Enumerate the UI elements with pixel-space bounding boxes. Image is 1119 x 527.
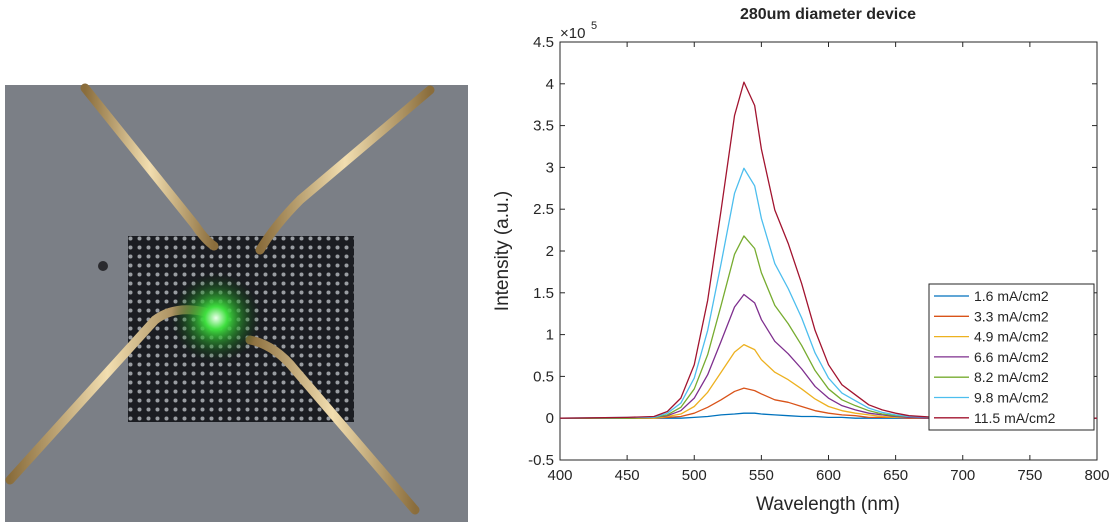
x-tick-label: 550 — [749, 467, 774, 484]
y-tick-label: 4.5 — [533, 34, 554, 51]
chart-title: 280um diameter device — [740, 6, 916, 23]
y-tick-label: -0.5 — [528, 452, 554, 469]
device-photo — [5, 83, 468, 522]
x-tick-label: 450 — [615, 467, 640, 484]
y-axis-label: Intensity (a.u.) — [492, 191, 513, 311]
x-tick-label: 750 — [1017, 467, 1042, 484]
legend-label: 4.9 mA/cm2 — [974, 329, 1049, 345]
y-tick-label: 2.5 — [533, 201, 554, 218]
series-line — [559, 167, 1097, 419]
y-tick-label: 0.5 — [533, 368, 554, 385]
legend-label: 9.8 mA/cm2 — [974, 390, 1049, 406]
x-tick-label: 600 — [816, 467, 841, 484]
y-tick-label: 2 — [546, 243, 554, 260]
legend-label: 1.6 mA/cm2 — [974, 288, 1049, 304]
legend-label: 6.6 mA/cm2 — [974, 349, 1049, 365]
series-line — [559, 81, 1097, 419]
y-tick-label: 3.5 — [533, 118, 554, 135]
legend-label: 8.2 mA/cm2 — [974, 369, 1049, 385]
x-tick-label: 400 — [547, 467, 572, 484]
x-tick-label: 700 — [950, 467, 975, 484]
y-tick-label: 1.5 — [533, 285, 554, 302]
y-multiplier-exponent: 5 — [591, 20, 597, 32]
x-tick-label: 500 — [682, 467, 707, 484]
y-tick-label: 4 — [546, 76, 554, 93]
x-tick-label: 650 — [883, 467, 908, 484]
x-axis-label: Wavelength (nm) — [756, 494, 900, 515]
x-tick-label: 800 — [1084, 467, 1109, 484]
series-line — [560, 293, 1097, 419]
legend-label: 11.5 mA/cm2 — [974, 410, 1056, 426]
y-tick-label: 0 — [546, 410, 554, 427]
legend-label: 3.3 mA/cm2 — [974, 308, 1049, 324]
y-multiplier: ×10 — [560, 25, 585, 42]
y-tick-label: 3 — [546, 159, 554, 176]
y-tick-label: 1 — [546, 327, 554, 344]
